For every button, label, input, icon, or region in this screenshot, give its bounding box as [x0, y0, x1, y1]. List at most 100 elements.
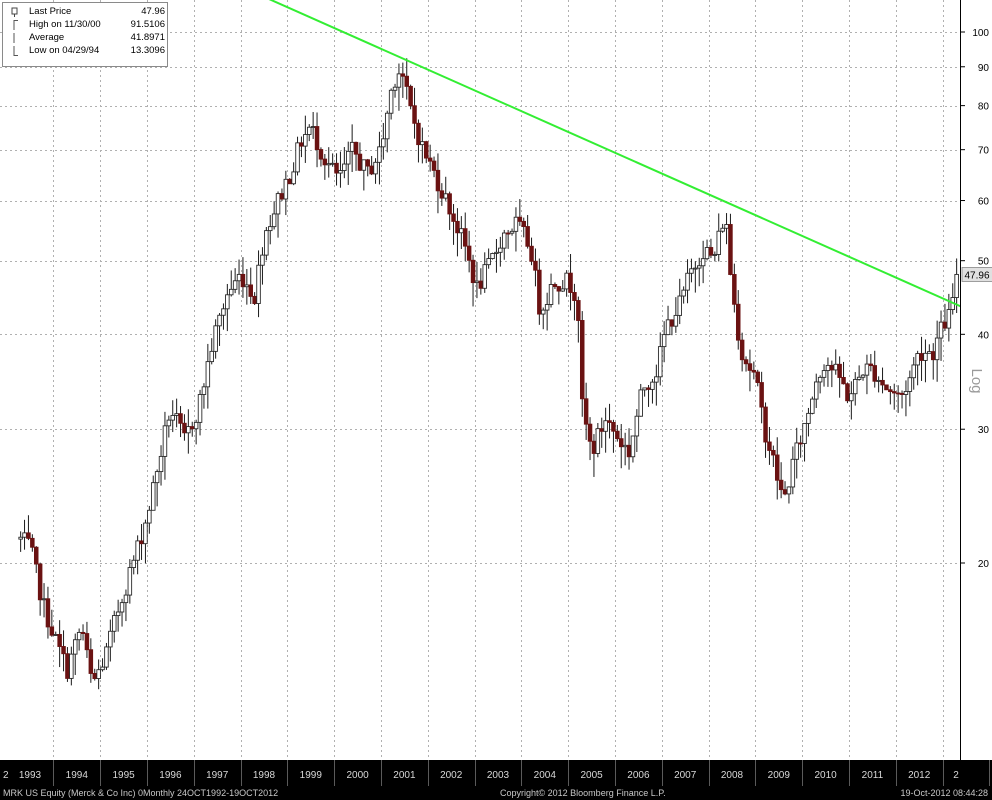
candle-up — [267, 226, 273, 232]
candle-down — [841, 377, 846, 385]
candle-down — [583, 398, 589, 425]
candle-up — [260, 254, 265, 266]
candle-up — [700, 258, 706, 267]
x-tick-label: 1996 — [159, 770, 182, 781]
resistance-trendline — [268, 0, 962, 308]
candle-up — [642, 387, 647, 391]
legend-average: Average 41.8971 — [9, 32, 165, 44]
chart-plot-area[interactable] — [0, 0, 990, 760]
candle-up — [494, 251, 499, 254]
candle-down — [92, 673, 97, 679]
candle-up — [384, 112, 390, 140]
candle-up — [72, 639, 78, 655]
candle-up — [373, 161, 378, 175]
candle-down — [299, 142, 304, 147]
candle-up — [76, 631, 82, 641]
chart-legend[interactable]: Last Price 47.96 High on 11/30/00 91.510… — [2, 2, 168, 67]
legend-high-label: High on 11/30/00 — [29, 19, 101, 30]
candle-up — [306, 126, 312, 135]
candle-up — [443, 193, 448, 199]
candle-up — [927, 351, 932, 354]
candle-up — [193, 421, 199, 430]
candle-down — [470, 259, 476, 284]
candle-up — [111, 615, 117, 632]
candle-down — [365, 159, 370, 167]
candle-up — [938, 321, 944, 339]
candle-up — [693, 267, 698, 270]
legend-high-value: 91.5106 — [130, 19, 165, 30]
candle-down — [837, 363, 842, 378]
candle-down — [455, 220, 460, 234]
candle-up — [326, 163, 331, 166]
x-tick-label: 2012 — [908, 770, 931, 781]
candle-up — [923, 352, 928, 361]
candle-down — [252, 295, 257, 304]
candle-up — [186, 426, 191, 434]
candle-down — [576, 300, 581, 321]
candle-up — [209, 350, 214, 363]
candle-up — [154, 471, 160, 484]
candle-down — [880, 379, 885, 386]
x-tick-label: 2003 — [487, 770, 510, 781]
candle-down — [556, 286, 562, 292]
legend-low-label: Low on 04/29/94 — [29, 45, 100, 56]
candle-down — [248, 284, 253, 297]
footer-bar: MRK US Equity (Merck & Co Inc) 0Monthly … — [0, 786, 992, 800]
candle-up — [946, 309, 952, 329]
candle-down — [334, 162, 339, 174]
candle-up — [907, 377, 913, 392]
candle-up — [513, 216, 519, 232]
candle-down — [942, 321, 948, 329]
candle-down — [451, 213, 456, 222]
legend-average-value: 41.8971 — [130, 32, 165, 43]
candle-down — [314, 126, 320, 151]
candle-up — [256, 264, 261, 304]
candle-up — [228, 288, 234, 296]
candle-down — [533, 260, 538, 271]
x-tick-label: 2007 — [674, 770, 697, 781]
candle-up — [685, 272, 690, 291]
x-tick-label: 2005 — [580, 770, 603, 781]
y-axis-right: 20 30 40 50 60 70 80 90 100 Log 47.96 — [960, 0, 992, 760]
candle-down — [65, 653, 70, 679]
x-tick-label: 2008 — [721, 770, 744, 781]
candle-up — [498, 247, 503, 253]
candle-down — [353, 141, 359, 155]
candle-up — [377, 146, 382, 163]
candle-up — [595, 428, 601, 454]
candle-down — [759, 382, 764, 408]
candle-up — [540, 309, 546, 315]
candle-up — [915, 353, 920, 366]
candle-up — [303, 134, 308, 147]
candle-up — [548, 284, 554, 305]
price-chart — [0, 0, 990, 760]
candle-up — [342, 163, 347, 172]
candle-down — [771, 449, 776, 456]
candle-down — [774, 454, 780, 481]
x-axis-bar: 2 1993 1994 1995 1996 1997 1998 1999 2000 2001 200… — [0, 760, 992, 786]
candle-up — [22, 532, 27, 538]
candle-down — [466, 245, 472, 261]
candle-down — [899, 392, 905, 395]
candle-down — [505, 232, 511, 235]
candle-up — [603, 420, 608, 432]
candle-up — [712, 254, 718, 256]
candle-up — [560, 288, 565, 292]
candle-up — [486, 258, 491, 266]
x-tick-label: 1999 — [300, 770, 323, 781]
candle-up — [170, 414, 175, 421]
candle-down — [767, 441, 772, 451]
candle-down — [872, 365, 877, 382]
x-tick-label: 1998 — [253, 770, 276, 781]
y-tick-label: 50 — [978, 257, 990, 268]
candle-down — [782, 489, 788, 495]
candle-down — [279, 193, 285, 200]
candle-up — [810, 398, 815, 414]
copyright-text: Copyright© 2012 Bloomberg Finance L.P. — [500, 788, 666, 798]
candle-up — [665, 319, 671, 336]
x-tick-label: 1994 — [66, 770, 89, 781]
candle-up — [474, 280, 480, 284]
candle-down — [732, 274, 737, 305]
candle-up — [864, 363, 870, 376]
y-tick-label: 60 — [978, 197, 990, 208]
